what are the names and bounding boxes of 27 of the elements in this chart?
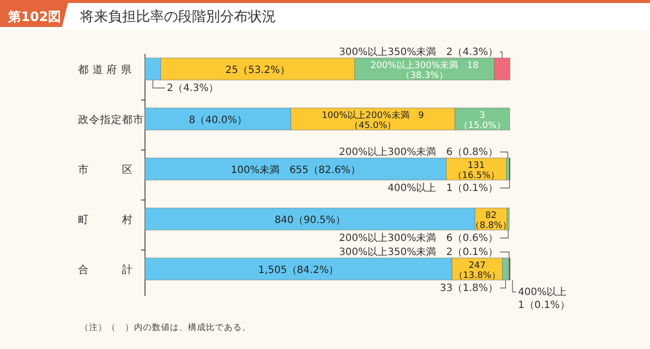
data-label: 300%以上350%未満 2（4.3%） <box>339 46 498 58</box>
data-label: 100%以上200%未満 9（45.0%） <box>322 110 424 131</box>
data-label: 2（4.3%） <box>166 83 219 94</box>
data-label: 82（8.8%） <box>470 211 512 231</box>
y-tick-label: 市 区 <box>78 163 133 176</box>
data-label: 200%以上300%未満 18（38.3%） <box>370 60 479 81</box>
text: （注）（ ）内の数値は、構成比である。 <box>80 322 251 333</box>
data-label: 8（40.0%） <box>188 115 247 126</box>
data-label: 1,505（84.2%） <box>258 265 339 276</box>
data-label: 100%未満 655（82.6%） <box>230 164 360 176</box>
data-label: 3（15.0%） <box>458 111 506 131</box>
chart-title: 将来負担比率の段階別分布状況 <box>79 9 276 25</box>
data-label: 400%以上 1（0.1%） <box>388 182 498 194</box>
data-label: 25（53.2%） <box>225 65 290 76</box>
data-label: 200%以上300%未満 6（0.6%） <box>339 232 498 244</box>
data-label: 400%以上 1（0.1%） <box>518 286 570 311</box>
data-label: 131（16.5%） <box>452 161 500 181</box>
y-tick-label: 都 道 府 県 <box>78 63 132 76</box>
y-tick-label: 政令指定都市 <box>78 113 144 126</box>
data-label: 840（90.5%） <box>274 215 346 226</box>
data-label: 247（13.8%） <box>454 261 500 281</box>
y-tick-label: 合 計 <box>78 263 133 276</box>
data-label: 300%以上350%未満 2（0.1%） <box>339 246 498 258</box>
text: 第102図 <box>7 10 62 25</box>
y-tick-label: 町 村 <box>78 213 133 226</box>
data-label: 33（1.8%） <box>440 283 498 294</box>
data-label: 200%以上300%未満 6（0.8%） <box>339 146 498 158</box>
